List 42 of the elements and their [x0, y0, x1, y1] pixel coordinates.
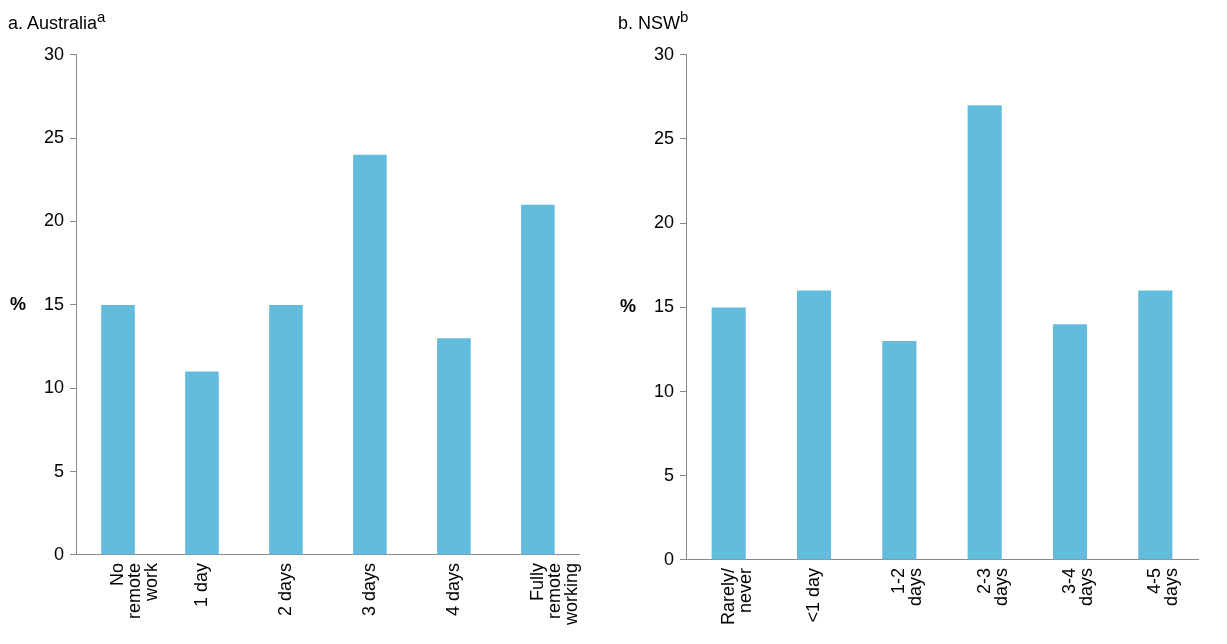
bar: [521, 204, 555, 555]
x-tick-label: Fully remote working: [526, 562, 582, 627]
y-tick-label: 30: [43, 43, 65, 64]
y-tick-label: 20: [43, 210, 65, 231]
bar: [796, 290, 832, 560]
y-tick-label: 5: [664, 464, 675, 485]
y-tick-label: 0: [54, 543, 65, 564]
bar: [1138, 290, 1173, 560]
y-tick-label: 15: [653, 296, 675, 317]
x-tick-label: Rarely/ never: [717, 567, 755, 625]
x-tick-label: 3 days: [358, 562, 379, 617]
y-tick-label: 15: [43, 293, 65, 314]
chart-title: b. NSW$^{b}$: [618, 8, 690, 35]
x-tick-label: No remote work: [106, 561, 162, 620]
bar: [882, 341, 917, 560]
x-tick-label: 4 days: [442, 562, 463, 617]
y-axis-title: %: [620, 296, 637, 317]
x-tick-label: 3-4 days: [1058, 567, 1097, 607]
bar: [437, 338, 471, 555]
chart-title: a. Australia$^{a}$: [8, 8, 107, 35]
bar: [1052, 324, 1088, 560]
y-tick-label: 30: [653, 43, 675, 64]
y-tick-label: 20: [653, 212, 675, 233]
y-tick-label: 25: [653, 127, 675, 148]
x-tick-label: <1 day: [802, 567, 823, 623]
y-tick-label: 10: [653, 380, 675, 401]
bar: [269, 304, 303, 555]
y-axis-title: %: [10, 293, 27, 314]
bar: [101, 304, 135, 555]
x-tick-label: 4-5 days: [1144, 567, 1182, 607]
bar: [353, 154, 387, 555]
y-tick-label: 25: [43, 127, 65, 148]
x-tick-label: 2 days: [274, 562, 295, 617]
bar: [711, 307, 746, 560]
x-tick-label: 1 day: [190, 562, 211, 608]
y-tick-label: 5: [54, 460, 65, 481]
x-tick-label: 2-3 days: [973, 567, 1011, 607]
y-tick-label: 10: [43, 377, 65, 398]
x-tick-label: 1-2 days: [888, 567, 926, 607]
bar: [967, 105, 1002, 560]
y-tick-label: 0: [664, 548, 675, 569]
bar: [185, 371, 219, 555]
